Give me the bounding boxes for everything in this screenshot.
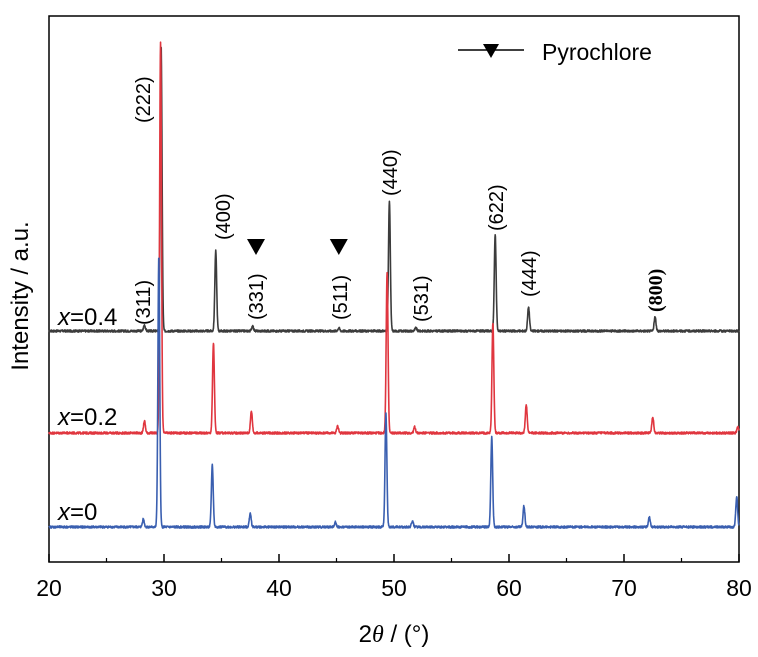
legend-triangle-icon (483, 44, 499, 58)
x-tick-label: 30 (151, 575, 177, 601)
pyrochlore-markers (247, 239, 348, 255)
peak-label-440: (440) (380, 149, 402, 196)
x-axis-ticks: 20 30 40 50 60 70 80 (36, 554, 752, 601)
pyrochlore-marker-icon (247, 239, 265, 255)
series-group (48, 41, 740, 529)
peak-label-331: (331) (246, 273, 268, 320)
series-label-x02: x=0.2 (57, 404, 117, 431)
x-tick-label: 70 (611, 575, 637, 601)
series-line-x04 (48, 46, 740, 333)
peak-label-222: (222) (133, 76, 155, 123)
series-label-x0: x=0 (57, 499, 97, 526)
peak-label-400: (400) (213, 193, 235, 240)
peak-label-511: (511) (330, 275, 352, 320)
series-label-x04: x=0.4 (57, 304, 117, 331)
peak-label-311: (311) (133, 280, 155, 325)
peak-label-531: (531) (411, 275, 433, 322)
peak-label-622: (622) (486, 184, 508, 231)
x-tick-label: 50 (381, 575, 407, 601)
x-tick-label: 60 (496, 575, 522, 601)
peak-labels: (311) (222) (400) (331) (511) (440) (531… (133, 76, 667, 325)
legend-label: Pyrochlore (542, 39, 652, 65)
series-line-x02 (48, 41, 740, 435)
pyrochlore-marker-icon (329, 239, 348, 255)
peak-label-800: (800) (645, 269, 667, 312)
x-axis-title: 2θ / (°) (359, 621, 430, 648)
series-line-x0 (48, 257, 740, 529)
series-labels: x=0.4 x=0.2 x=0 (57, 304, 117, 526)
x-tick-label: 80 (726, 575, 752, 601)
legend: Pyrochlore (458, 39, 652, 65)
x-tick-label: 40 (266, 575, 292, 601)
peak-label-444: (444) (519, 250, 541, 297)
y-axis-title: Intensity / a.u. (7, 221, 34, 370)
x-tick-label: 20 (36, 575, 62, 601)
